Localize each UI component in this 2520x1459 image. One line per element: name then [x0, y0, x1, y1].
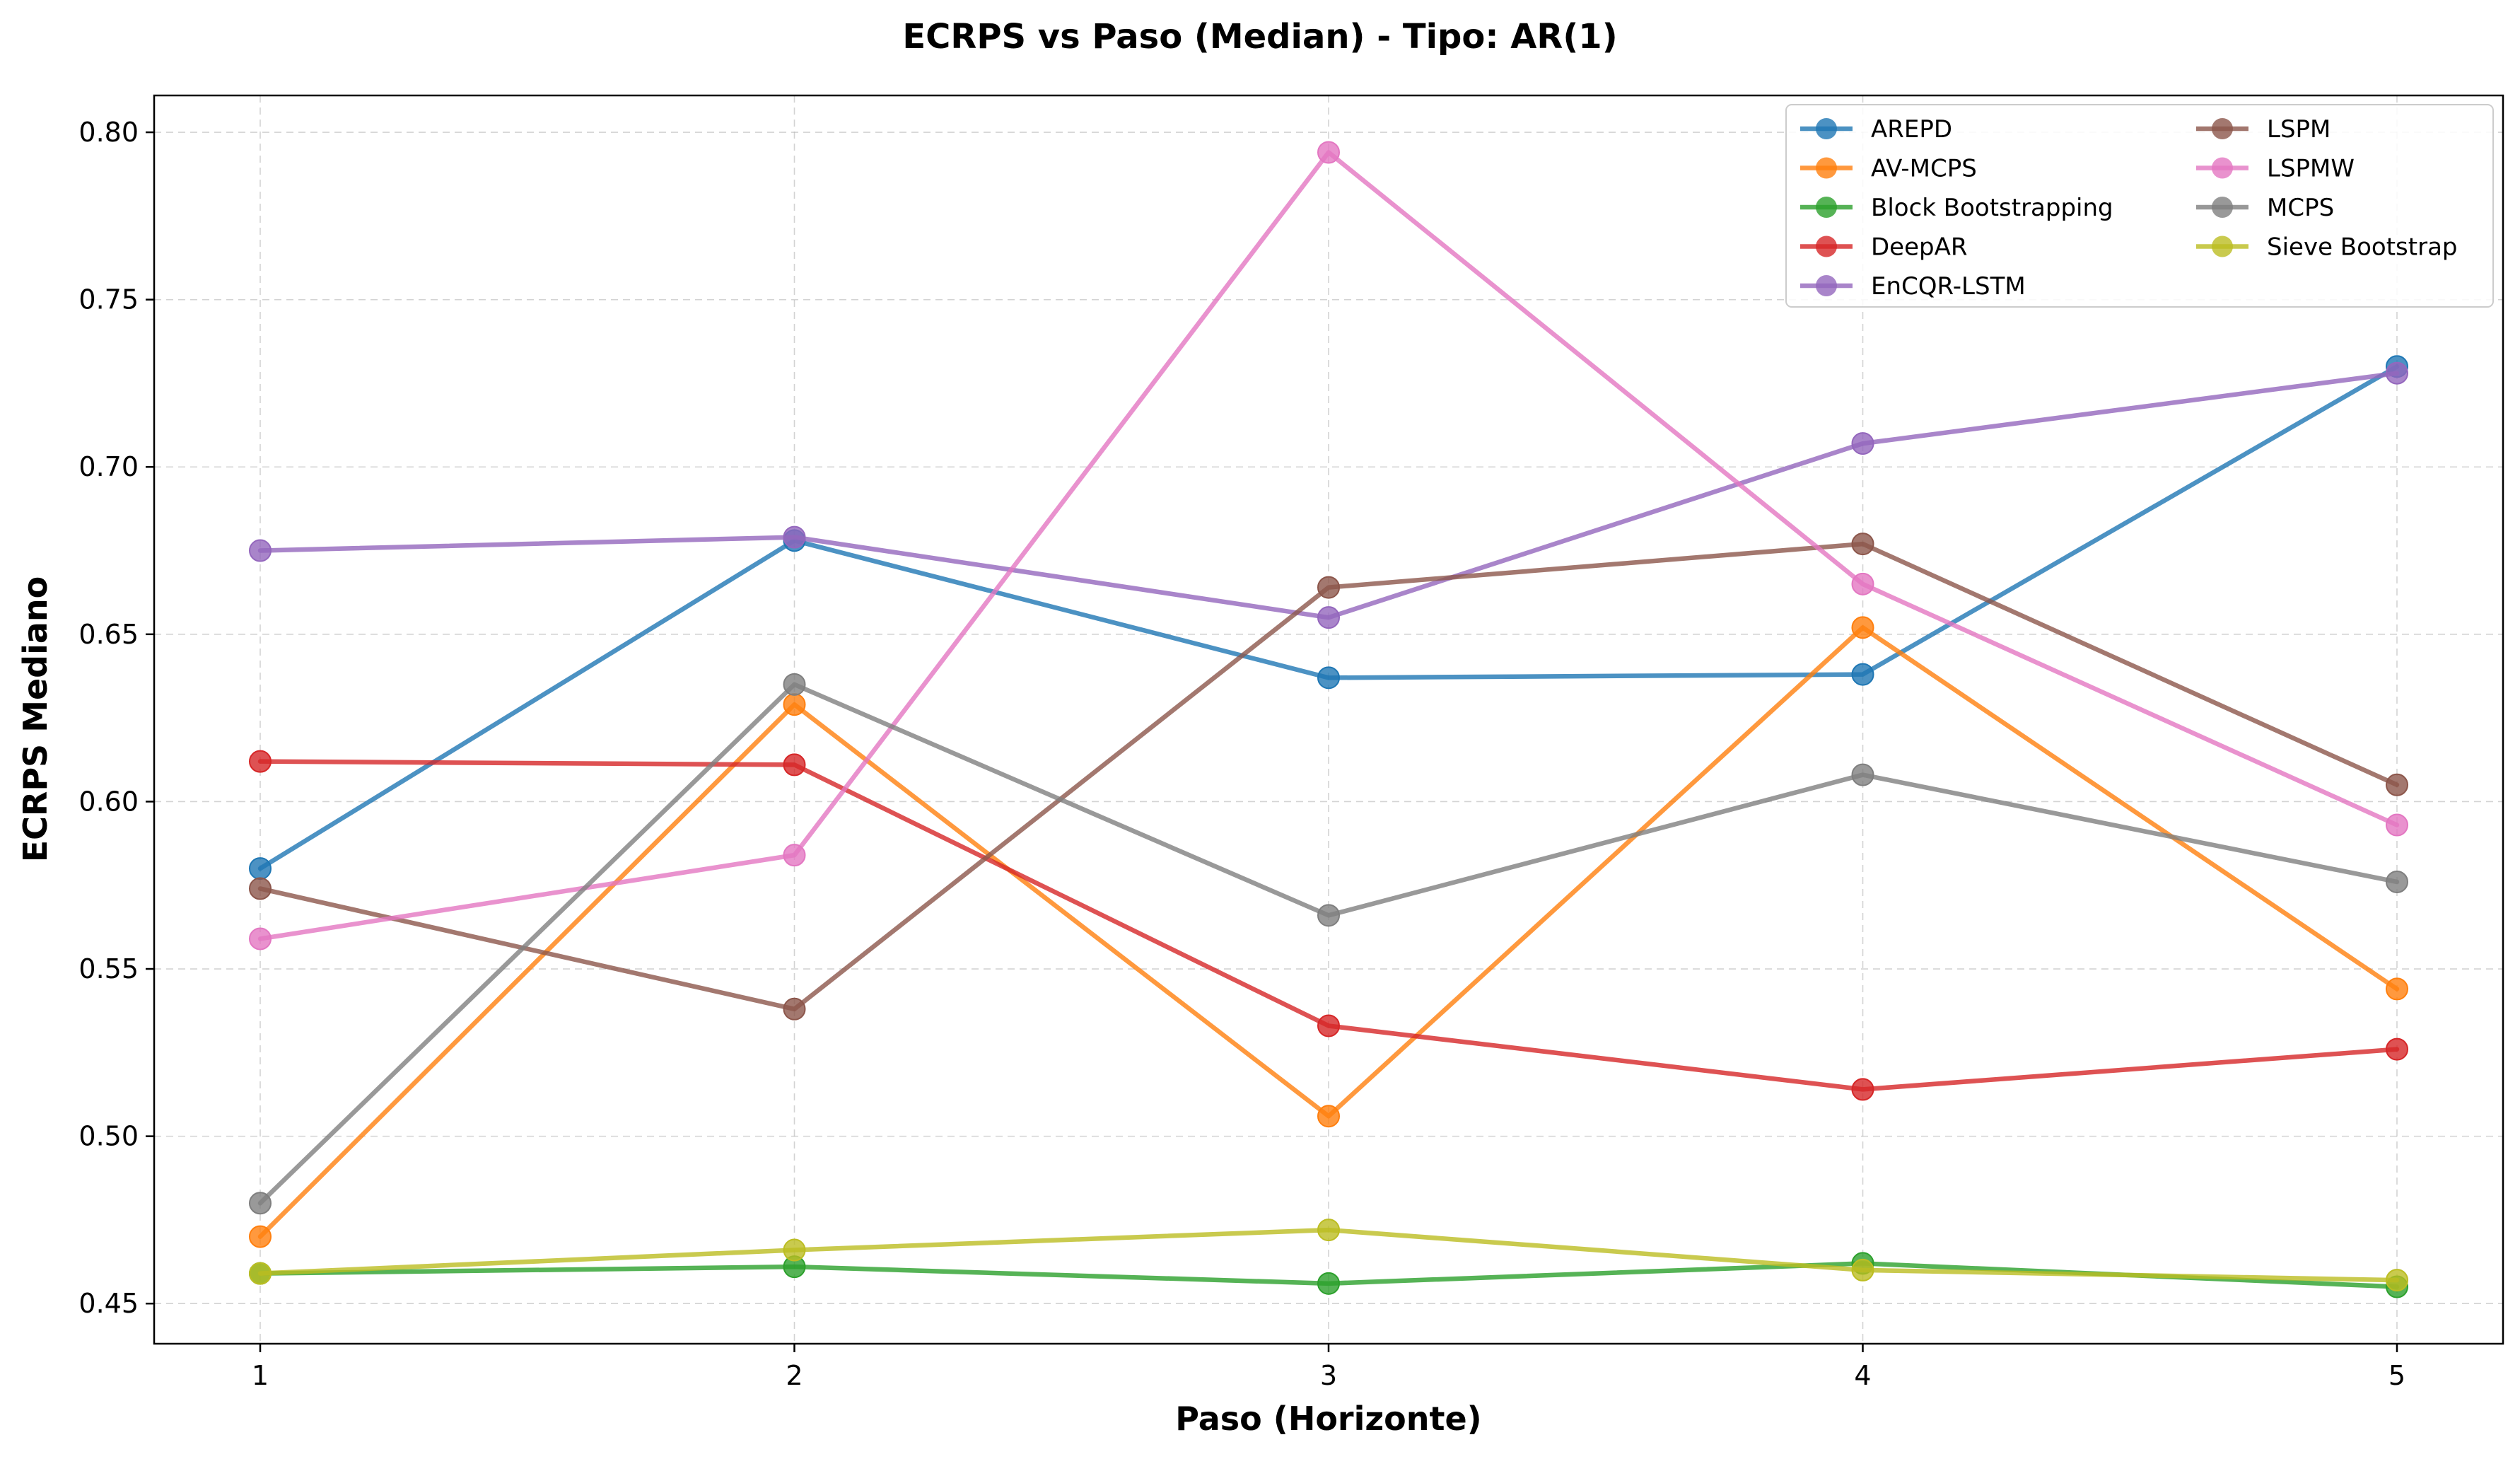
data-point	[783, 693, 806, 716]
legend-marker	[2212, 118, 2233, 139]
data-point	[1851, 533, 1874, 556]
data-point	[1317, 904, 1340, 927]
y-axis-ticks: 0.45 0.50 0.55 0.60 0.65 0.70 0.75 0.80	[78, 117, 154, 1319]
data-point	[2386, 773, 2408, 796]
chart-title: ECRPS vs Paso (Median) - Tipo: AR(1)	[902, 17, 1617, 57]
legend-item: LSPM	[2196, 115, 2331, 144]
legend-item: EnCQR-LSTM	[1800, 272, 2026, 301]
legend-item: DeepAR	[1800, 233, 1967, 262]
data-point	[783, 1238, 806, 1262]
legend-marker	[1816, 275, 1837, 296]
legend-item: LSPMW	[2196, 155, 2355, 183]
series-sieve-bootstrap	[249, 1219, 2408, 1292]
legend: AREPD AV-MCPS Block Bootstrapping DeepAR EnC…	[1785, 104, 2494, 308]
data-point	[2386, 361, 2408, 385]
data-point	[1851, 572, 1874, 595]
data-point	[249, 927, 272, 951]
series-lspm	[249, 533, 2408, 1021]
data-point	[1317, 1014, 1340, 1037]
legend-item: AV-MCPS	[1800, 155, 1977, 183]
data-point	[2386, 1037, 2408, 1061]
data-point	[783, 844, 806, 867]
data-point	[249, 1192, 272, 1215]
data-point	[2386, 813, 2408, 837]
data-point	[249, 750, 272, 773]
y-tick-label: 0.65	[78, 619, 139, 650]
data-point	[1851, 763, 1874, 786]
legend-marker	[1816, 236, 1837, 257]
data-point	[1317, 1272, 1340, 1295]
x-tick-label: 3	[1320, 1360, 1337, 1391]
series-lspmw	[249, 141, 2408, 951]
data-point	[1317, 1219, 1340, 1242]
data-point	[1317, 666, 1340, 690]
data-point	[1851, 616, 1874, 639]
data-point	[783, 673, 806, 696]
data-point	[2386, 977, 2408, 1001]
data-point	[783, 997, 806, 1021]
legend-item: Block Bootstrapping	[1800, 194, 2113, 222]
legend-label: LSPMW	[2267, 155, 2355, 183]
y-tick-label: 0.70	[78, 451, 139, 482]
data-point	[1317, 606, 1340, 629]
legend-item: MCPS	[2196, 194, 2334, 222]
legend-marker	[2212, 197, 2233, 218]
legend-label: LSPM	[2267, 115, 2331, 144]
legend-item: Sieve Bootstrap	[2196, 233, 2458, 262]
y-tick-label: 0.75	[78, 284, 139, 315]
legend-label: Block Bootstrapping	[1871, 194, 2113, 222]
y-tick-label: 0.55	[78, 953, 139, 984]
legend-label: AREPD	[1871, 115, 1952, 144]
legend-label: MCPS	[2267, 194, 2334, 222]
legend-marker	[1816, 118, 1837, 139]
legend-item: AREPD	[1800, 115, 1952, 144]
data-point	[1851, 432, 1874, 455]
data-point	[1317, 576, 1340, 599]
data-point	[2386, 1269, 2408, 1292]
series-mcps	[249, 673, 2408, 1215]
data-point	[249, 1262, 272, 1285]
data-point	[783, 525, 806, 549]
x-tick-label: 1	[252, 1360, 269, 1391]
legend-label: EnCQR-LSTM	[1871, 272, 2026, 301]
legend-box	[1785, 104, 2494, 308]
data-point	[249, 857, 272, 880]
data-point	[1851, 663, 1874, 686]
y-tick-label: 0.45	[78, 1288, 139, 1319]
x-tick-label: 2	[786, 1360, 803, 1391]
legend-marker	[1816, 157, 1837, 179]
legend-label: AV-MCPS	[1871, 155, 1977, 183]
series-deepar	[249, 750, 2408, 1101]
data-point	[249, 539, 272, 562]
y-tick-label: 0.50	[78, 1121, 139, 1152]
y-tick-label: 0.80	[78, 117, 139, 148]
legend-marker	[1816, 197, 1837, 218]
data-point	[249, 877, 272, 900]
legend-label: Sieve Bootstrap	[2267, 233, 2458, 262]
data-point	[249, 1225, 272, 1248]
x-axis-ticks: 1 2 3 4 5	[252, 1344, 2405, 1391]
x-tick-label: 5	[2388, 1360, 2405, 1391]
legend-label: DeepAR	[1871, 233, 1967, 262]
data-point	[783, 753, 806, 777]
y-axis-label: ECRPS Mediano	[16, 576, 54, 863]
legend-marker	[2212, 157, 2233, 179]
series-layer	[249, 141, 2408, 1298]
data-point	[1851, 1078, 1874, 1101]
series-encqr-lstm	[249, 361, 2408, 629]
y-tick-label: 0.60	[78, 786, 139, 817]
data-point	[1851, 1258, 1874, 1281]
x-tick-label: 4	[1854, 1360, 1871, 1391]
data-point	[1317, 1105, 1340, 1128]
data-point	[1317, 141, 1340, 164]
legend-marker	[2212, 236, 2233, 257]
data-point	[2386, 870, 2408, 893]
x-axis-label: Paso (Horizonte)	[1175, 1400, 1481, 1438]
